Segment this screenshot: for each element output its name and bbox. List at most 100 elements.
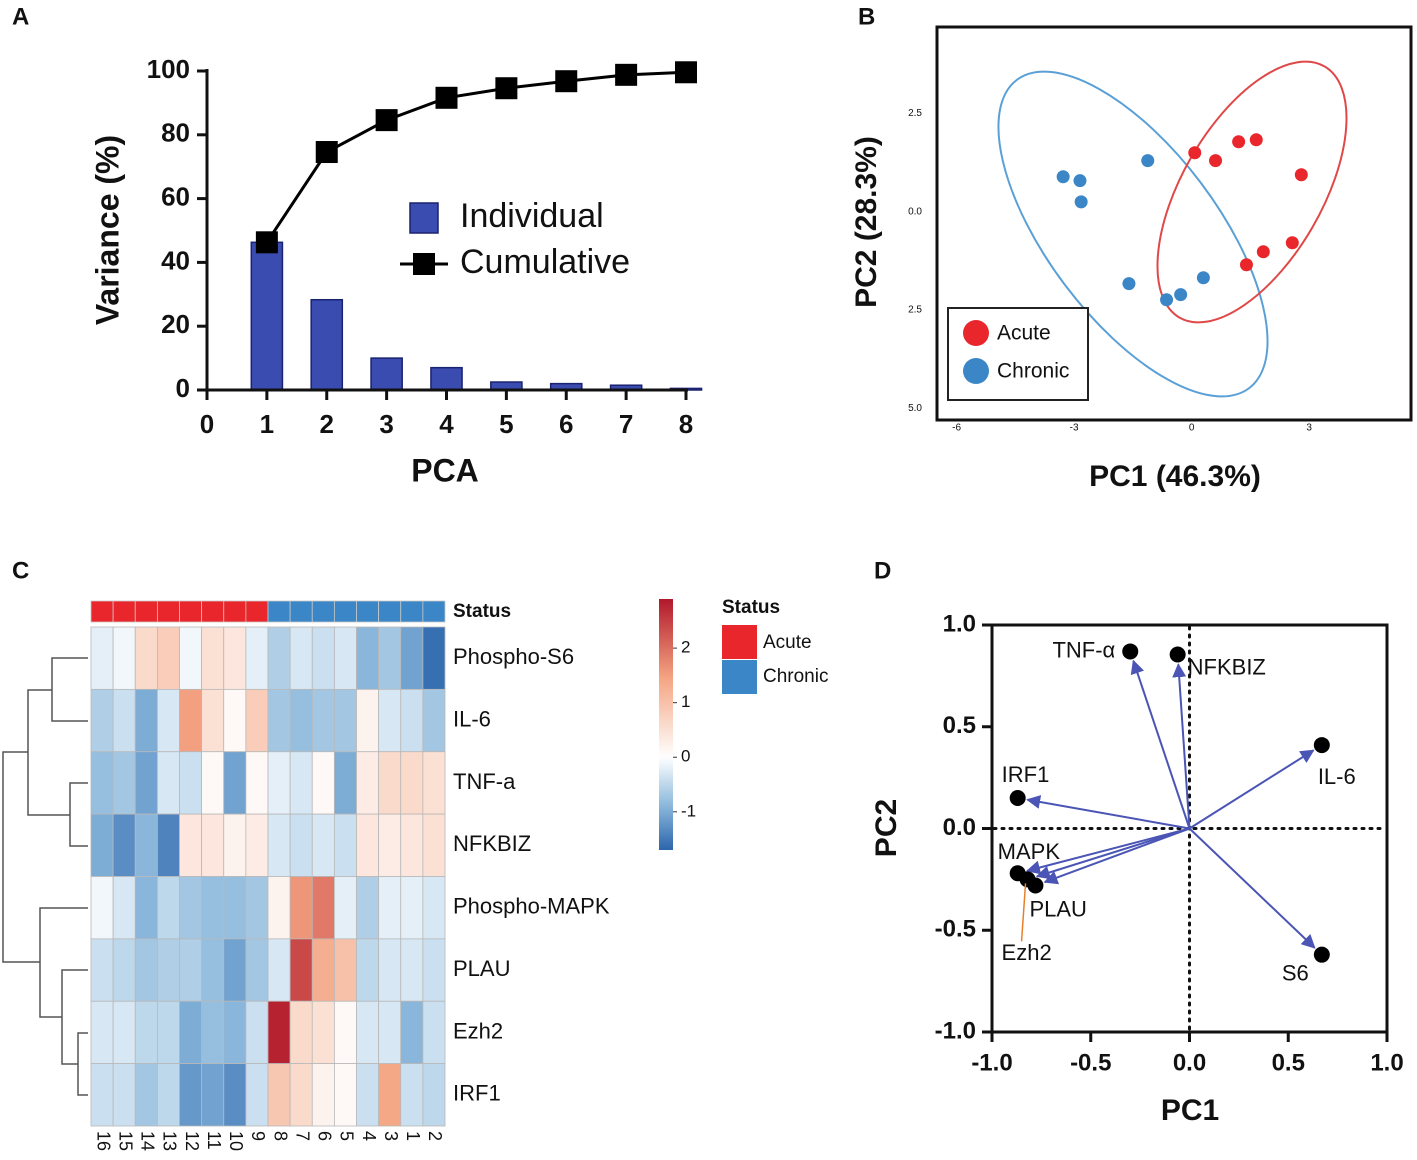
legend-label: Acute [763, 632, 812, 653]
scatter-point [1160, 293, 1174, 307]
heatmap-cell [356, 751, 380, 815]
heatmap-cell [112, 876, 136, 940]
status-cell [267, 600, 291, 623]
heatmap-cell [400, 876, 424, 940]
loading-arrow [1043, 827, 1190, 885]
bar [250, 241, 284, 391]
heatmap-cell [422, 876, 446, 940]
heatmap-cell [378, 751, 402, 815]
x-axis-label: PCA [411, 452, 479, 488]
heatmap-cell [333, 1000, 357, 1065]
legend-swatch [963, 320, 989, 346]
heatmap-cell [356, 626, 380, 690]
heatmap-cell [333, 813, 357, 877]
heatmap-cell [267, 813, 291, 877]
heatmap-cell [289, 813, 313, 877]
heatmap-cell [134, 938, 158, 1002]
line-marker [435, 86, 458, 109]
heatmap-cell [378, 688, 402, 753]
heatmap-cell [289, 876, 313, 940]
heatmap-cell [333, 1063, 357, 1127]
panel-label: D [874, 557, 891, 584]
heatmap-cell [201, 1000, 225, 1065]
x-tick-label: 4 [439, 409, 454, 439]
heatmap-cell [311, 688, 335, 753]
y-axis-label: PC2 [870, 799, 903, 857]
column-label: 2 [425, 1131, 445, 1141]
loading-arrow [1188, 749, 1315, 830]
x-tick-label: 7 [619, 409, 633, 439]
status-cell [201, 600, 225, 623]
heatmap-cell [311, 1063, 335, 1127]
legend-box [947, 307, 1089, 401]
heatmap-cell [378, 813, 402, 877]
colorbar [659, 599, 673, 850]
point-label: S6 [1282, 960, 1309, 985]
heatmap-cell [134, 1000, 158, 1065]
point-label: MAPK [998, 839, 1061, 864]
heatmap-cell [311, 1000, 335, 1065]
y-tick-label: -1.0 [935, 1017, 976, 1044]
status-cell [311, 600, 335, 623]
heatmap-cell [156, 938, 180, 1002]
heatmap-cell [333, 688, 357, 753]
point-label: Ezh2 [1002, 940, 1052, 965]
column-label: 12 [182, 1131, 202, 1151]
status-cell [356, 600, 380, 623]
heatmap-cell [333, 751, 357, 815]
status-cell [223, 600, 247, 623]
column-label: 13 [160, 1131, 180, 1151]
heatmap-cell [311, 938, 335, 1002]
heatmap-cell [245, 813, 269, 877]
status-cell [179, 600, 203, 623]
heatmap-cell [245, 1063, 269, 1127]
loading-arrow [1035, 827, 1190, 880]
heatmap-cell [422, 813, 446, 877]
heatmap-cell [378, 1000, 402, 1065]
heatmap-cell [378, 938, 402, 1002]
heatmap-cell [356, 1000, 380, 1065]
x-tick-label: 0 [1189, 423, 1195, 434]
label-leader [1020, 883, 1027, 942]
scatter-point [1285, 236, 1299, 250]
heatmap-cell [356, 1063, 380, 1127]
heatmap-cell [179, 938, 203, 1002]
legend-label: Chronic [997, 360, 1069, 383]
column-label: 5 [337, 1131, 357, 1141]
heatmap-cell [400, 938, 424, 1002]
scatter-point [1249, 133, 1263, 147]
dendrogram [2, 657, 88, 1096]
heatmap-cell [400, 751, 424, 815]
y-tick-label: 2.5 [908, 108, 922, 119]
x-tick-label: 6 [559, 409, 573, 439]
bar [430, 366, 463, 391]
scatter-point [1188, 146, 1202, 160]
heatmap-cell [356, 876, 380, 940]
status-cell [422, 600, 446, 623]
heatmap-cell [400, 1000, 424, 1065]
heatmap-cell [179, 751, 203, 815]
row-label: Phospho-MAPK [453, 894, 610, 919]
heatmap-cell [289, 688, 313, 753]
column-label: 11 [204, 1131, 224, 1150]
heatmap-cell [201, 626, 225, 690]
heatmap-cell [289, 938, 313, 1002]
scatter-point [1141, 154, 1155, 168]
y-tick-label: 5.0 [908, 403, 922, 414]
scatter-point [1256, 245, 1270, 259]
status-cell [289, 600, 313, 623]
legend-label: Acute [997, 322, 1051, 345]
y-tick-label: 0.0 [943, 814, 976, 841]
loading-arrow [1025, 827, 1190, 875]
heatmap-cell [267, 626, 291, 690]
heatmap-cell [134, 813, 158, 877]
line-marker [495, 77, 518, 100]
row-label: NFKBIZ [453, 831, 531, 856]
row-label: IRF1 [453, 1081, 501, 1106]
heatmap-cell [422, 1063, 446, 1127]
loading-point [1027, 877, 1044, 894]
heatmap-cell [90, 626, 114, 690]
point-label: IRF1 [1002, 762, 1050, 787]
heatmap-cell [156, 751, 180, 815]
heatmap-cell [378, 626, 402, 690]
